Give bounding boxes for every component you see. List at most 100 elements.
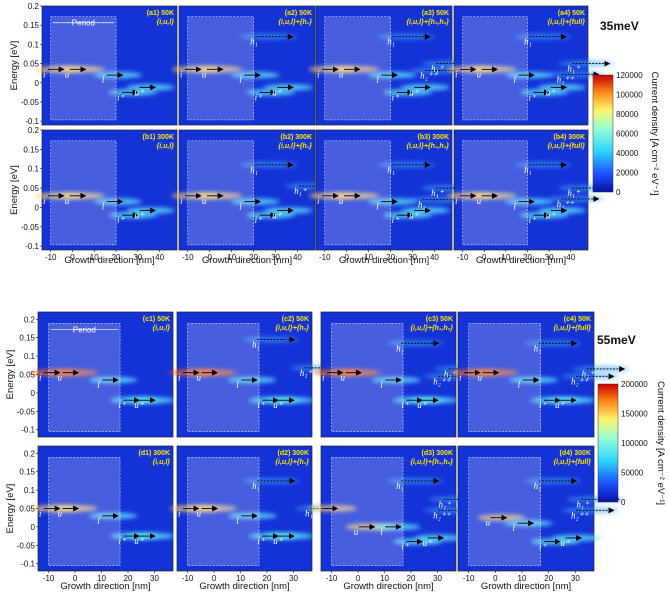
y-tick-label: 0.2	[28, 126, 40, 135]
x-tick-label: 0	[207, 253, 212, 262]
colorbar-tick-label: 50000	[621, 469, 644, 478]
level-label: u	[58, 373, 63, 383]
level-label: i	[322, 373, 325, 383]
panel-background	[178, 5, 316, 126]
y-tick-label: -0.1	[21, 560, 35, 569]
level-label: i⁺	[401, 400, 410, 410]
y-tick-label: 0.05	[19, 505, 35, 514]
level-label: h₂⁺⁺	[571, 510, 589, 520]
level-label: h₁⁺	[438, 499, 452, 509]
level-label: u	[202, 69, 207, 79]
x-tick-label: -10	[319, 253, 331, 262]
x-tick-label: 20	[112, 253, 121, 262]
panel-set: {i,u,l}	[152, 459, 170, 466]
panel-a1: Period i u l i⁺ u⁺ (a1) 50K {i,u,l} 0.2 0.15 0.1 0.…	[9, 2, 178, 126]
colorbar-tick-label: 20000	[616, 169, 639, 178]
level-label: u⁺	[272, 211, 283, 221]
level-label: l	[102, 75, 105, 85]
level-label: h₁⁺	[567, 188, 581, 198]
colorbar-tick-label: 120000	[616, 71, 643, 80]
x-tick-label: 0	[70, 253, 75, 262]
level-label: i⁺	[392, 92, 401, 102]
colorbar-label: Current density [A cm⁻² eV⁻¹]	[655, 381, 666, 505]
x-tick-label: 0	[493, 574, 498, 583]
panel-set: {i,u,l}	[156, 143, 174, 150]
y-axis-label: Energy [eV]	[5, 350, 16, 400]
level-label: u	[58, 509, 63, 519]
level-label: h₁	[250, 165, 258, 175]
level-label: h₂⁺⁺	[557, 199, 575, 209]
panel-set: {i,u,l}+{h₁}	[278, 143, 312, 150]
level-label: i⁺	[528, 92, 537, 102]
period-box	[187, 457, 260, 566]
y-tick-label: 0.05	[19, 371, 35, 380]
level-label: u	[339, 196, 344, 206]
figure-title-1: 55meV	[597, 333, 636, 347]
panel-d1: i u l i⁺ u⁺ (d1) 300K {i,u,l} 0.2 0.15 0.1 0.05 0 -0…	[5, 445, 175, 592]
level-label: u	[197, 373, 202, 383]
x-tick-label: -10	[43, 574, 55, 583]
level-label: i	[459, 373, 462, 383]
x-tick-label: 30	[408, 253, 417, 262]
panel-background	[41, 5, 178, 126]
x-axis-label: Growth direction [nm]	[343, 581, 433, 592]
level-label: h₂	[418, 200, 426, 210]
x-tick-label: 40	[430, 253, 439, 262]
level-label: h₁	[396, 343, 404, 353]
level-label: h₁	[396, 481, 404, 491]
x-tick-label: 30	[545, 253, 554, 262]
panel-label: (c2) 50K	[282, 316, 309, 323]
colorbar-tick-label: 60000	[616, 130, 639, 139]
x-tick-label: -10	[45, 253, 57, 262]
level-label: u	[477, 196, 482, 206]
colorbar-tick-label: 100000	[616, 91, 643, 100]
level-label: i	[455, 69, 458, 79]
y-tick-label: -0.1	[25, 117, 39, 126]
y-tick-label: 0.1	[24, 352, 36, 361]
panel-label: (d4) 300K	[559, 450, 591, 457]
x-tick-label: 0	[212, 574, 217, 583]
period-box	[187, 323, 260, 432]
level-label: l	[380, 380, 383, 390]
panel-set: {i,u,l}	[152, 325, 170, 332]
level-label: u⁺	[272, 87, 283, 97]
x-axis-label: Growth direction [nm]	[60, 581, 150, 592]
level-label: h₁	[387, 165, 395, 175]
x-axis-label: Growth direction [nm]	[476, 255, 566, 266]
level-label: h₁⁺	[431, 188, 445, 198]
level-label: i⁺	[392, 215, 401, 225]
period-box	[48, 457, 121, 566]
level-label: i	[178, 373, 181, 383]
level-label: i⁺	[539, 400, 548, 410]
level-label: h₁	[534, 481, 542, 491]
level-label: u	[65, 196, 70, 206]
panel-label: (c3) 50K	[426, 316, 453, 323]
period-box	[462, 16, 528, 121]
level-label: i⁺	[255, 92, 264, 102]
y-tick-label: 0.15	[19, 334, 35, 343]
level-label: l	[518, 380, 521, 390]
level-label: u	[339, 69, 344, 79]
level-label: u	[197, 509, 202, 519]
level-label: h₁	[252, 481, 260, 491]
level-label: l	[97, 380, 100, 390]
level-label: h₁⁺	[582, 369, 596, 379]
level-label: l	[380, 527, 383, 537]
colorbar-tick-label: 150000	[621, 410, 648, 419]
x-tick-label: 30	[150, 574, 159, 583]
level-label: h₁	[524, 165, 532, 175]
level-label: u	[478, 373, 483, 383]
x-tick-label: 20	[263, 574, 272, 583]
level-label: i⁺	[401, 542, 410, 552]
panel-label: (b2) 300K	[280, 134, 312, 141]
level-label: u⁺	[134, 211, 145, 221]
level-label: h₂⁺⁺	[420, 70, 438, 80]
x-tick-label: 20	[386, 253, 395, 262]
y-tick-label: -0.05	[17, 541, 36, 550]
level-label: h₁	[252, 340, 260, 350]
level-label: u⁺	[134, 87, 145, 97]
level-label: l	[513, 202, 516, 212]
colorbar-tick-label: 200000	[621, 380, 648, 389]
